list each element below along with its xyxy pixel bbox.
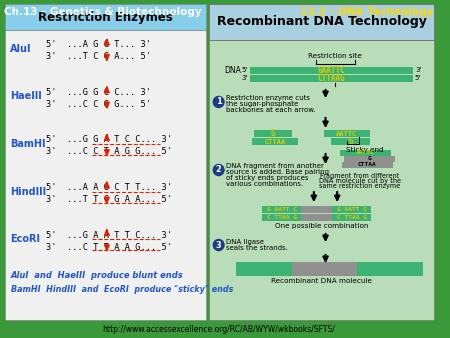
Text: of sticky ends produces: of sticky ends produces — [226, 175, 309, 181]
Bar — [236, 262, 292, 269]
Bar — [324, 130, 370, 137]
Text: HaeIII: HaeIII — [10, 91, 41, 101]
Circle shape — [213, 240, 224, 250]
Bar — [340, 150, 391, 156]
Text: various combinations.: various combinations. — [226, 181, 304, 187]
Text: CTTAA: CTTAA — [265, 139, 286, 145]
Text: 1: 1 — [216, 97, 221, 106]
Text: G AATT C: G AATT C — [337, 207, 367, 212]
Text: CTTAAG: CTTAAG — [318, 74, 345, 83]
Text: AluI: AluI — [10, 44, 31, 54]
Text: source is added. Base pairing: source is added. Base pairing — [226, 169, 329, 175]
Bar — [357, 269, 423, 276]
Text: DNA ligase: DNA ligase — [226, 239, 265, 245]
Text: Recombinant DNA Technology: Recombinant DNA Technology — [217, 16, 427, 28]
Text: 5'  ...A G C T... 3': 5' ...A G C T... 3' — [45, 40, 151, 49]
Text: 2: 2 — [216, 166, 221, 174]
Bar — [301, 206, 333, 213]
Text: 5'  ...G A A T T C... 3': 5' ...G A A T T C... 3' — [45, 231, 171, 240]
Text: 3'  ...C T T A A G... 5': 3' ...C T T A A G... 5' — [45, 243, 171, 252]
Bar — [344, 156, 395, 162]
Text: 3'  ...C C T A G G... 5': 3' ...C C T A G G... 5' — [45, 147, 171, 156]
Text: 3'  ...T C G A... 5': 3' ...T C G A... 5' — [45, 52, 151, 61]
Text: Restriction site: Restriction site — [308, 53, 362, 59]
Text: the sugar-phosphate: the sugar-phosphate — [226, 101, 299, 107]
Bar — [250, 75, 413, 82]
Bar — [250, 67, 413, 74]
Text: CTTAA: CTTAA — [358, 163, 377, 168]
Text: G AATT C: G AATT C — [267, 207, 297, 212]
Text: C TTAA G: C TTAA G — [267, 215, 297, 220]
Text: 3: 3 — [216, 241, 221, 249]
Bar — [333, 214, 371, 221]
Bar — [252, 138, 298, 145]
Text: EcoRI: EcoRI — [10, 234, 40, 244]
Text: 5'  ...G G A T C C... 3': 5' ...G G A T C C... 3' — [45, 136, 171, 145]
Text: G: G — [367, 156, 371, 162]
Text: 5': 5' — [242, 68, 248, 73]
Text: 3': 3' — [415, 68, 421, 73]
Bar — [209, 40, 434, 320]
Text: 5': 5' — [415, 75, 421, 81]
Text: Restriction enzyme cuts: Restriction enzyme cuts — [226, 95, 310, 101]
Text: backbones at each arrow.: backbones at each arrow. — [226, 107, 316, 113]
Text: Fragment from different: Fragment from different — [320, 173, 399, 179]
Text: C TTAA G: C TTAA G — [337, 215, 367, 220]
Circle shape — [213, 165, 224, 175]
Text: GAATTC: GAATTC — [318, 66, 345, 75]
Text: 3'  ...C C G G... 5': 3' ...C C G G... 5' — [45, 100, 151, 109]
Text: One possible combination: One possible combination — [275, 223, 369, 229]
Text: http://www.accessexcellence.org/RC/AB/WYW/wkbooks/SFTS/: http://www.accessexcellence.org/RC/AB/WY… — [102, 325, 335, 335]
Bar — [292, 262, 357, 269]
Bar — [5, 4, 206, 30]
Bar — [292, 269, 357, 276]
Text: BamHI: BamHI — [10, 139, 45, 149]
Text: 5'  ...G G C C... 3': 5' ...G G C C... 3' — [45, 88, 151, 97]
Text: same restriction enzyme: same restriction enzyme — [319, 183, 400, 189]
Bar — [301, 214, 333, 221]
Bar — [331, 138, 370, 145]
Text: AluI  and  HaeIII  produce blunt ends: AluI and HaeIII produce blunt ends — [11, 271, 184, 281]
Bar — [262, 214, 301, 221]
Bar — [254, 130, 292, 137]
Text: 5'  ...A A G C T T... 3': 5' ...A A G C T T... 3' — [45, 183, 171, 192]
Text: 3'  ...T T C G A A... 5': 3' ...T T C G A A... 5' — [45, 195, 171, 204]
Text: Restriction Enzymes: Restriction Enzymes — [38, 10, 173, 24]
Circle shape — [213, 97, 224, 107]
Bar — [333, 206, 371, 213]
Text: seals the strands.: seals the strands. — [226, 245, 288, 251]
Text: DNA: DNA — [224, 66, 241, 75]
Bar — [209, 4, 434, 40]
Bar — [5, 30, 206, 320]
Text: Sticky end: Sticky end — [346, 147, 383, 153]
Bar — [262, 206, 301, 213]
Text: 13.2 – DNA Technology: 13.2 – DNA Technology — [300, 7, 433, 17]
Text: BamHI  HindIII  and  EcoRI  produce "sticky" ends: BamHI HindIII and EcoRI produce "sticky"… — [11, 286, 233, 294]
Bar — [357, 262, 423, 269]
Bar — [342, 162, 392, 168]
Text: AATTC: AATTC — [336, 130, 358, 137]
Text: G: G — [348, 137, 353, 146]
Text: Recombinant DNA molecule: Recombinant DNA molecule — [271, 278, 372, 284]
Text: Ch.13 – Genetics & Biotechnology: Ch.13 – Genetics & Biotechnology — [4, 7, 202, 17]
Text: 3': 3' — [241, 75, 248, 81]
Bar — [236, 269, 292, 276]
Text: G: G — [271, 129, 275, 138]
Text: DNA molecule cut by the: DNA molecule cut by the — [319, 178, 400, 184]
Text: DNA fragment from another: DNA fragment from another — [226, 163, 324, 169]
Text: AATTC: AATTC — [356, 150, 375, 155]
Text: HindIII: HindIII — [10, 187, 46, 197]
